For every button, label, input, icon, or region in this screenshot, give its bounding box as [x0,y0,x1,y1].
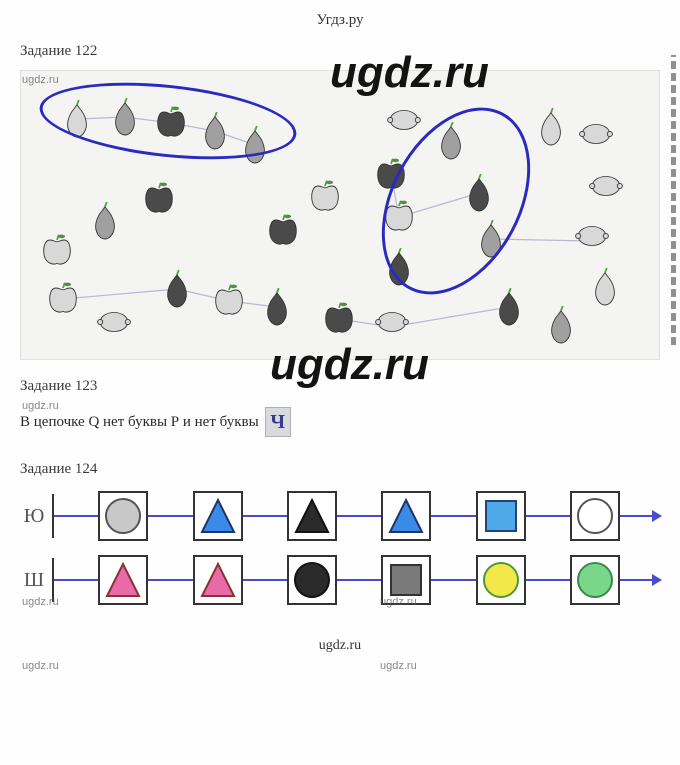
shape-circle [287,555,337,605]
chain-connector [431,515,475,517]
watermark-small-5: ugdz.ru [22,660,59,672]
task123-sentence: В цепочке Q нет буквы Р и нет буквы Ч [20,407,660,437]
task123-prefix: В цепочке Q нет буквы Р и нет буквы [20,414,259,431]
task123-answer-box: Ч [265,407,291,437]
chain-connector [148,579,192,581]
chain-row: Ю [20,488,660,544]
task123-label: Задание 123 [20,378,660,395]
shape-circle [570,555,620,605]
fruit-apple [265,211,301,251]
chain-end-arrow [620,579,660,581]
fruit-apple [45,279,81,319]
fruit-pear [533,107,569,147]
shape-circle [98,491,148,541]
fruit-pear [587,267,623,307]
fruit-pear [159,269,195,309]
fruit-lemon [587,171,623,211]
shape-triangle [193,555,243,605]
chain-connector [431,579,475,581]
fruit-apple [307,177,343,217]
shape-triangle [381,491,431,541]
fruit-apple [39,231,75,271]
shape-square [476,491,526,541]
chain-end-arrow [620,515,660,517]
chain-letter: Ш [20,569,48,592]
shape-triangle [193,491,243,541]
chain-connector [337,515,381,517]
header-site: Угдз.ру [20,12,660,29]
shape-circle [570,491,620,541]
chain-connector [243,579,287,581]
fruit-lemon [385,105,421,145]
shape-circle [476,555,526,605]
chain-letter: Ю [20,505,48,528]
shape-triangle [98,555,148,605]
chain-row: Ш [20,552,660,608]
fruit-apple [141,179,177,219]
task124-label: Задание 124 [20,461,660,478]
fruit-apple [211,281,247,321]
chain-connector [337,579,381,581]
task122-panel [20,70,660,360]
task124-block: Задание 124 Ю Ш [20,461,660,608]
fruit-lemon [95,307,131,347]
task123-block: Задание 123 В цепочке Q нет буквы Р и не… [20,378,660,437]
footer-site: ugdz.ru [20,638,660,654]
chain-connector [54,579,98,581]
fruit-apple [321,299,357,339]
fruit-pear [491,287,527,327]
fruit-lemon [577,119,613,159]
fruit-pear [543,305,579,345]
fruit-lemon [373,307,409,347]
fruit-pear [259,287,295,327]
watermark-small-6: ugdz.ru [380,660,417,672]
shape-square [381,555,431,605]
shape-triangle [287,491,337,541]
fruit-lemon [573,221,609,261]
chain-connector [526,515,570,517]
chain-connector [54,515,98,517]
task122-label: Задание 122 [20,43,660,60]
chain-connector [526,579,570,581]
chain-connector [148,515,192,517]
chain-connector [243,515,287,517]
fruit-pear [87,201,123,241]
scan-artifact [671,55,676,345]
